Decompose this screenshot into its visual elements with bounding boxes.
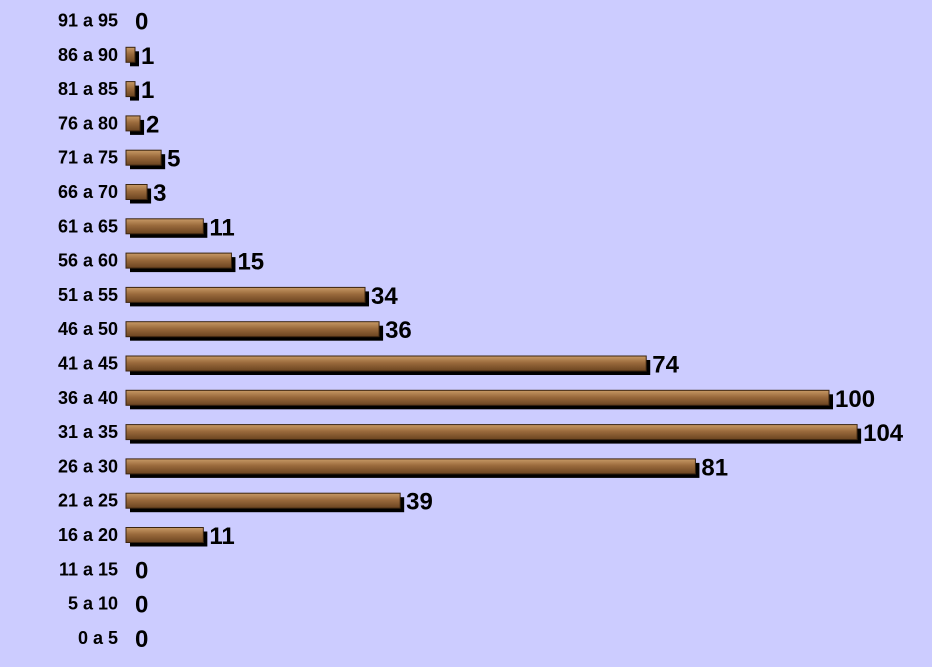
value-label: 0 (135, 557, 148, 584)
bar (125, 389, 830, 406)
bar (125, 184, 148, 200)
value-label: 0 (135, 592, 148, 619)
category-label: 46 a 50 (58, 319, 118, 339)
value-label: 36 (385, 317, 412, 344)
value-label: 1 (141, 43, 154, 70)
bar (125, 492, 401, 509)
category-label: 71 a 75 (58, 148, 118, 168)
category-label: 51 a 55 (58, 285, 118, 305)
value-label: 1 (141, 77, 154, 104)
value-label: 34 (371, 283, 398, 310)
category-label: 86 a 90 (58, 45, 118, 65)
bar (125, 81, 136, 98)
value-label: 0 (135, 9, 148, 36)
category-label: 31 a 35 (58, 422, 118, 442)
bar (125, 355, 647, 372)
category-label: 81 a 85 (58, 79, 118, 99)
value-label: 2 (146, 111, 159, 138)
value-label: 5 (167, 146, 180, 173)
bar (125, 218, 204, 235)
bar (125, 149, 162, 166)
category-label: 5 a 10 (68, 594, 118, 614)
category-label: 26 a 30 (58, 456, 118, 476)
bar (125, 458, 696, 475)
category-label: 91 a 95 (58, 11, 118, 31)
value-label: 11 (209, 523, 234, 550)
category-label: 66 a 70 (58, 182, 118, 202)
category-label: 76 a 80 (58, 113, 118, 133)
value-label: 104 (863, 420, 904, 447)
bar (125, 321, 380, 338)
value-label: 11 (209, 214, 234, 241)
value-label: 81 (701, 454, 728, 481)
category-label: 21 a 25 (58, 491, 118, 511)
value-label: 15 (237, 249, 264, 276)
category-label: 41 a 45 (58, 354, 118, 374)
bar (125, 252, 232, 269)
category-label: 36 a 40 (58, 388, 118, 408)
category-label: 56 a 60 (58, 251, 118, 271)
value-label: 39 (406, 489, 433, 516)
value-label: 74 (652, 352, 679, 379)
bar (125, 46, 136, 63)
category-label: 0 a 5 (78, 628, 118, 648)
bar (125, 424, 858, 441)
category-label: 11 a 15 (59, 559, 118, 579)
value-label: 3 (153, 180, 166, 207)
value-label: 0 (135, 626, 148, 653)
category-label: 16 a 20 (58, 525, 118, 545)
bar (125, 527, 204, 543)
bar (125, 286, 366, 303)
bar (125, 115, 141, 132)
value-label: 100 (835, 386, 875, 413)
category-label: 61 a 65 (58, 216, 118, 236)
